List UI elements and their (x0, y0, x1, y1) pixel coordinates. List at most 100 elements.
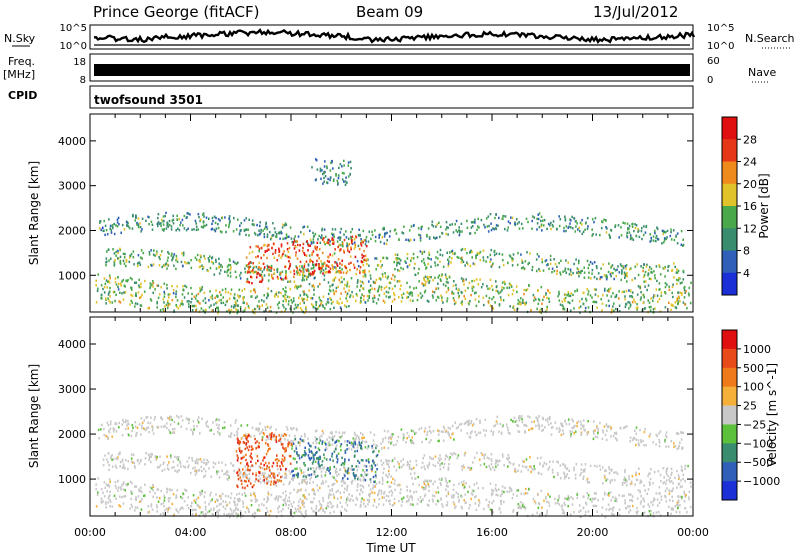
vel-cell (179, 460, 181, 463)
power-cell (663, 230, 666, 234)
vel-cell (562, 511, 565, 514)
power-cell (600, 267, 602, 270)
power-cell (460, 277, 463, 280)
power-cell (214, 229, 217, 233)
power-cell (579, 221, 582, 225)
power-cell (237, 304, 239, 307)
vel-cell (355, 503, 357, 506)
vel-cell (399, 491, 401, 495)
vel-cell (356, 469, 358, 472)
vel-cell (568, 469, 570, 472)
vel-cell (362, 502, 365, 505)
power-cell (280, 291, 282, 295)
vel-cell (105, 483, 108, 486)
vel-cell (664, 489, 667, 493)
vel-cell (411, 436, 414, 439)
vel-cell (475, 417, 478, 421)
vel-cell (202, 513, 205, 516)
power-cell (613, 302, 615, 305)
power-cell (667, 265, 670, 268)
power-cell (568, 294, 570, 298)
power-cell (483, 303, 485, 307)
power-cell (299, 306, 302, 310)
power-cell (275, 291, 278, 294)
power-cell (295, 270, 298, 273)
power-cell (148, 223, 150, 226)
power-cell (136, 262, 139, 265)
vel-cell (134, 485, 136, 488)
power-cell (452, 292, 455, 295)
power-cell (462, 260, 465, 263)
vel-cell (637, 439, 640, 442)
vel-cell (395, 469, 398, 472)
power-cell (643, 225, 645, 228)
power-cell (558, 215, 560, 218)
power-cell (346, 282, 349, 286)
power-cell (464, 264, 466, 267)
power-cell (636, 306, 639, 309)
power-cell (248, 262, 250, 265)
power-cell (661, 242, 663, 245)
vel-cell (570, 433, 572, 436)
power-cell (628, 231, 631, 234)
power-cell (331, 265, 334, 268)
power-cell (108, 259, 110, 262)
power-cell (253, 231, 256, 235)
power-cell (654, 274, 656, 277)
power-cell (586, 217, 589, 220)
vel-cell (336, 470, 338, 474)
power-y-axis-label: Slant Range [km] (27, 161, 41, 265)
vel-cell (435, 503, 438, 506)
power-cell (457, 291, 460, 295)
power-cell (327, 281, 330, 284)
power-cell (284, 265, 286, 269)
power-cell (650, 267, 653, 271)
power-cell (422, 284, 425, 287)
power-cell (194, 297, 197, 300)
vel-cell (517, 503, 520, 506)
vel-cell (680, 497, 683, 500)
power-cell (324, 243, 326, 246)
vel-cell (551, 426, 554, 429)
power-cell (246, 263, 249, 267)
power-cell (412, 252, 415, 256)
power-cell (327, 238, 329, 241)
vel-cell (132, 453, 135, 456)
vel-cell (463, 422, 466, 425)
vel-cell (343, 491, 345, 494)
power-cell (346, 300, 349, 303)
vel-cell (667, 445, 670, 448)
power-cell (344, 283, 346, 287)
power-cell (567, 267, 569, 271)
power-cell (445, 275, 447, 279)
power-cell (643, 280, 645, 283)
vel-cell (495, 459, 498, 462)
power-cell (260, 280, 263, 283)
vel-cell (197, 416, 200, 419)
vel-cell (656, 498, 659, 501)
power-cell (307, 244, 310, 247)
vel-cell (217, 418, 220, 422)
power-cell (218, 272, 221, 275)
power-cell (293, 272, 296, 275)
power-cell (186, 212, 189, 215)
power-cell (204, 297, 206, 300)
vel-cell (339, 510, 342, 513)
vel-cell (611, 512, 613, 515)
power-cell (308, 271, 310, 275)
vel-cell (464, 422, 467, 425)
power-cell (479, 250, 482, 254)
vel-cell (520, 470, 523, 473)
vel-cell (656, 434, 658, 438)
vel-cell (360, 500, 362, 503)
vel-cell (515, 489, 518, 492)
power-cell (618, 297, 620, 300)
power-cell (569, 268, 572, 271)
power-cell (320, 260, 322, 263)
vel-cell (113, 458, 115, 461)
power-cell (439, 260, 441, 263)
vel-cell (280, 495, 282, 499)
power-cell (325, 270, 328, 274)
power-cell (168, 223, 171, 227)
power-cell (158, 293, 161, 296)
